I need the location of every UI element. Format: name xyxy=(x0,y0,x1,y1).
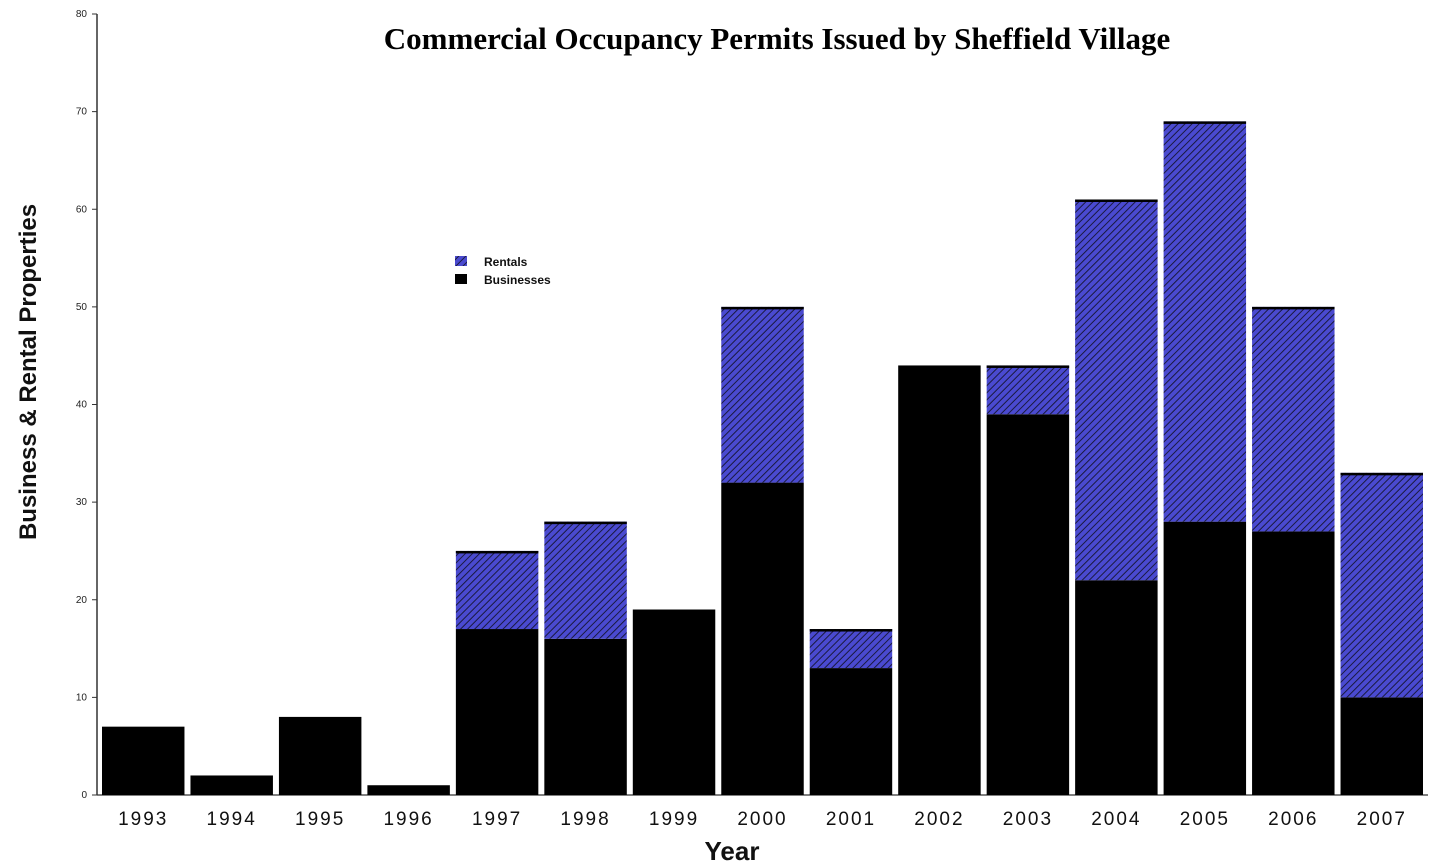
bar-top-edge-2000 xyxy=(721,306,804,310)
y-tick-label: 10 xyxy=(76,692,88,703)
x-axis-label: Year xyxy=(705,836,760,865)
bar-businesses-1997 xyxy=(455,629,539,795)
bar-top-edge-2006 xyxy=(1252,306,1335,310)
bar-businesses-2007 xyxy=(1340,697,1423,795)
bar-top-edge-2004 xyxy=(1075,199,1158,202)
y-tick-label: 80 xyxy=(76,9,88,20)
bar-businesses-2003 xyxy=(986,414,1070,795)
x-ticks: 1993 1994 1995 1996 1997 1998 1999 2000 2001 2002… xyxy=(118,809,1407,830)
x-tick-label-1997: 1997 xyxy=(472,809,522,830)
bar-group-1994 xyxy=(190,775,273,795)
bar-group-2002 xyxy=(898,365,981,795)
y-tick-label: 0 xyxy=(81,790,87,801)
y-tick-label: 60 xyxy=(76,204,88,215)
bar-businesses-1998 xyxy=(544,638,627,795)
bar-rentals-2000 xyxy=(721,306,804,483)
bar-rentals-2003 xyxy=(986,365,1070,415)
y-ticks: 0 10 20 30 40 50 60 70 80 xyxy=(76,9,97,801)
bar-top-edge-2003 xyxy=(986,365,1070,368)
legend-label-rentals: Rentals xyxy=(484,255,528,269)
legend-swatch-businesses xyxy=(455,274,467,284)
bar-group-1993 xyxy=(102,726,185,795)
bar-rentals-2001 xyxy=(809,629,893,669)
y-tick-label: 30 xyxy=(76,497,88,508)
legend: Rentals Businesses xyxy=(455,255,551,287)
bar-group-1998 xyxy=(544,521,627,795)
bar-businesses-1999 xyxy=(632,609,716,795)
bar-businesses-2002 xyxy=(898,365,981,795)
x-tick-label-2006: 2006 xyxy=(1268,809,1318,830)
x-tick-label-2001: 2001 xyxy=(826,809,876,830)
y-tick-label: 20 xyxy=(76,595,88,606)
x-tick-label-1998: 1998 xyxy=(560,809,610,830)
bar-businesses-2004 xyxy=(1075,580,1158,795)
bar-group-2001 xyxy=(809,629,893,795)
x-tick-label-2000: 2000 xyxy=(737,809,787,830)
bar-top-edge-1997 xyxy=(455,550,539,554)
x-tick-label-2002: 2002 xyxy=(914,809,964,830)
x-tick-label-2003: 2003 xyxy=(1003,809,1053,830)
bar-businesses-1993 xyxy=(102,726,185,795)
x-tick-label-1993: 1993 xyxy=(118,809,168,830)
bar-group-1996 xyxy=(367,785,450,795)
bars xyxy=(102,121,1423,795)
bar-businesses-2005 xyxy=(1163,521,1247,795)
x-tick-label-1996: 1996 xyxy=(383,809,433,830)
bar-group-2003 xyxy=(986,365,1070,795)
bar-businesses-1996 xyxy=(367,785,450,795)
bar-top-edge-1998 xyxy=(544,521,627,525)
bar-businesses-1994 xyxy=(190,775,273,795)
bar-top-edge-2005 xyxy=(1163,121,1247,124)
x-tick-label-1994: 1994 xyxy=(207,809,257,830)
bar-group-1999 xyxy=(632,609,716,795)
bar-businesses-2000 xyxy=(721,482,804,795)
bar-businesses-1995 xyxy=(278,716,362,795)
bar-rentals-2004 xyxy=(1075,199,1158,581)
bar-group-2000 xyxy=(721,306,804,795)
x-tick-label-2007: 2007 xyxy=(1357,809,1407,830)
bar-group-2007 xyxy=(1340,472,1423,795)
bar-group-2006 xyxy=(1252,306,1335,795)
x-tick-label-1999: 1999 xyxy=(649,809,699,830)
bar-rentals-1998 xyxy=(544,521,627,639)
x-tick-label-1995: 1995 xyxy=(295,809,345,830)
bar-businesses-2006 xyxy=(1252,531,1335,795)
bar-rentals-2006 xyxy=(1252,306,1335,532)
chart-title: Commercial Occupancy Permits Issued by S… xyxy=(384,21,1170,56)
x-tick-label-2005: 2005 xyxy=(1180,809,1230,830)
y-axis-label: Business & Rental Properties xyxy=(15,204,42,540)
bar-group-2005 xyxy=(1163,121,1247,795)
y-tick-label: 40 xyxy=(76,400,88,411)
legend-swatch-rentals xyxy=(455,256,467,266)
bar-businesses-2001 xyxy=(809,668,893,795)
bar-top-edge-2007 xyxy=(1340,472,1423,476)
y-tick-label: 70 xyxy=(76,107,88,118)
bar-top-edge-2001 xyxy=(809,629,893,632)
bar-rentals-2005 xyxy=(1163,121,1247,522)
x-tick-label-2004: 2004 xyxy=(1091,809,1141,830)
bar-rentals-1997 xyxy=(455,550,539,630)
bar-group-1997 xyxy=(455,550,539,795)
legend-label-businesses: Businesses xyxy=(484,273,551,287)
bar-rentals-2007 xyxy=(1340,472,1423,698)
bar-group-2004 xyxy=(1075,199,1158,795)
y-tick-label: 50 xyxy=(76,302,88,313)
bar-group-1995 xyxy=(278,716,362,795)
